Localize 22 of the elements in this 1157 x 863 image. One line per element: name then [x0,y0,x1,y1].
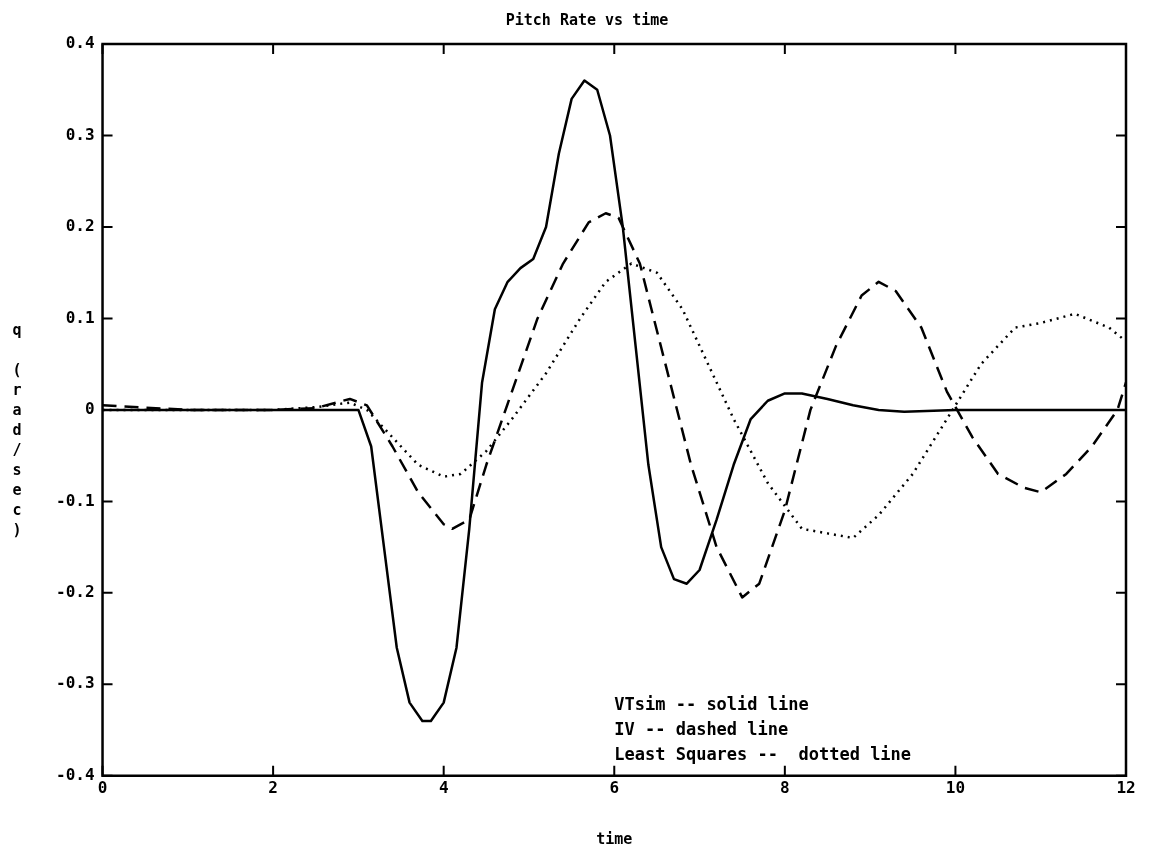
x-tick-label: 8 [780,777,790,797]
x-tick-label: 12 [1116,777,1136,797]
x-tick-label: 4 [438,777,449,797]
y-tick-label: -0.3 [56,673,95,693]
chart-title: Pitch Rate vs time [505,10,669,29]
y-tick-label: 0.2 [65,216,95,236]
y-tick-label: -0.4 [56,764,95,784]
y-tick-label: -0.1 [56,490,95,510]
y-axis-title: q (rad/sec) [8,320,27,541]
x-tick-label: 10 [945,777,966,797]
x-axis-title: time [596,829,633,848]
x-tick-label: 2 [268,777,278,797]
y-tick-label: 0.3 [65,124,95,144]
y-tick-label: 0.1 [65,307,95,327]
y-tick-label: 0 [84,399,95,419]
annotation: IV -- dashed line [614,718,789,739]
annotation: Least Squares -- dotted line [614,743,912,764]
annotation: VTsim -- solid line [614,693,809,714]
x-tick-label: 0 [97,777,108,797]
y-tick-label: 0.4 [65,33,95,53]
y-tick-label: -0.2 [56,582,95,602]
x-tick-label: 6 [609,777,620,797]
